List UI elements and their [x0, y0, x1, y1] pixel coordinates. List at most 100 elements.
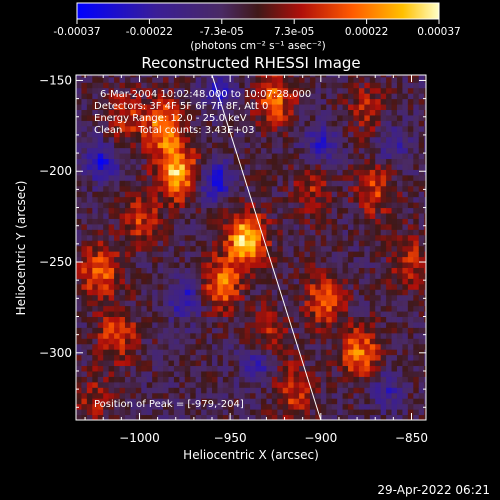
heatmap-cell [239, 327, 246, 334]
heatmap-cell [293, 365, 300, 372]
heatmap-cell [266, 174, 273, 181]
heatmap-cell [124, 316, 131, 323]
heatmap-cell [179, 76, 186, 83]
heatmap-cell [331, 147, 338, 154]
heatmap-cell [152, 223, 159, 230]
heatmap-cell [124, 104, 131, 110]
heatmap-cell [266, 392, 273, 399]
heatmap-cell [212, 278, 218, 285]
heatmap-cell [260, 316, 267, 323]
heatmap-cell [348, 262, 354, 268]
heatmap-cell [277, 392, 284, 399]
heatmap-cell [277, 218, 284, 225]
heatmap-cell [402, 163, 409, 170]
heatmap-cell [124, 300, 131, 307]
heatmap-cell [201, 305, 208, 312]
heatmap-cell [244, 218, 251, 225]
heatmap-cell [108, 196, 115, 203]
heatmap-cell [152, 365, 159, 372]
heatmap-cell [288, 191, 295, 198]
heatmap-cell [299, 153, 305, 160]
heatmap-cell [375, 136, 382, 143]
heatmap-cell [157, 213, 164, 219]
heatmap-cell [342, 109, 349, 116]
x-axis-label: Heliocentric X (arcsec) [183, 448, 319, 462]
heatmap-cell [130, 213, 137, 219]
heatmap-cell [304, 311, 311, 317]
heatmap-cell [288, 370, 295, 377]
heatmap-cell [364, 207, 371, 214]
heatmap-cell [130, 158, 137, 165]
heatmap-cell [413, 376, 420, 383]
heatmap-cell [266, 153, 273, 160]
heatmap-cell [396, 300, 403, 307]
heatmap-cell [348, 191, 354, 198]
heatmap-cell [309, 272, 316, 279]
heatmap-cell [233, 414, 240, 420]
heatmap-cell [179, 360, 186, 367]
heatmap-cell [217, 213, 224, 219]
heatmap-cell [364, 321, 371, 328]
heatmap-cell [380, 109, 387, 116]
heatmap-cell [97, 223, 104, 230]
heatmap-cell [222, 191, 229, 198]
colorbar-tick-label: -0.00022 [126, 26, 173, 38]
heatmap-cell [163, 234, 169, 241]
heatmap-cell [271, 360, 278, 367]
heatmap-cell [76, 365, 82, 372]
heatmap-cell [195, 300, 202, 307]
heatmap-cell [337, 289, 344, 296]
heatmap-cell [179, 332, 186, 339]
heatmap-cell [282, 120, 289, 127]
heatmap-cell [391, 262, 398, 268]
heatmap-cell [250, 283, 257, 290]
heatmap-cell [369, 158, 376, 165]
heatmap-cell [212, 229, 218, 236]
heatmap-cell [222, 283, 229, 290]
heatmap-cell [114, 278, 121, 285]
heatmap-cell [424, 289, 426, 296]
heatmap-cell [250, 109, 257, 116]
heatmap-cell [228, 376, 235, 383]
heatmap-cell [293, 213, 300, 219]
heatmap-cell [124, 120, 131, 127]
heatmap-cell [76, 294, 82, 301]
heatmap-cell [299, 185, 305, 192]
heatmap-cell [108, 87, 115, 94]
heatmap-cell [135, 223, 142, 230]
heatmap-cell [255, 305, 262, 312]
heatmap-cell [402, 256, 409, 263]
heatmap-cell [391, 300, 398, 307]
heatmap-cell [342, 267, 349, 274]
heatmap-cell [271, 191, 278, 198]
heatmap-cell [271, 82, 278, 89]
heatmap-cell [320, 354, 327, 361]
heatmap-cell [146, 360, 153, 367]
heatmap-cell [353, 272, 360, 279]
heatmap-cell [157, 262, 164, 268]
heatmap-cell [375, 98, 382, 105]
heatmap-cell [206, 354, 213, 361]
heatmap-cell [418, 283, 425, 290]
heatmap-cell [337, 202, 344, 209]
heatmap-cell [402, 234, 409, 241]
heatmap-cell [396, 376, 403, 383]
heatmap-cell [282, 381, 289, 388]
heatmap-cell [271, 365, 278, 372]
heatmap-cell [233, 251, 240, 258]
heatmap-cell [217, 234, 224, 241]
heatmap-cell [386, 229, 393, 236]
heatmap-cell [255, 82, 262, 89]
heatmap-cell [130, 82, 137, 89]
heatmap-cell [190, 229, 197, 236]
heatmap-cell [250, 169, 257, 176]
heatmap-cell [299, 381, 305, 388]
heatmap-cell [424, 120, 426, 127]
heatmap-cell [97, 327, 104, 334]
heatmap-cell [239, 360, 246, 367]
heatmap-cell [86, 240, 93, 247]
heatmap-cell [250, 267, 257, 274]
heatmap-cell [135, 142, 142, 149]
heatmap-cell [391, 321, 398, 328]
heatmap-cell [380, 278, 387, 285]
